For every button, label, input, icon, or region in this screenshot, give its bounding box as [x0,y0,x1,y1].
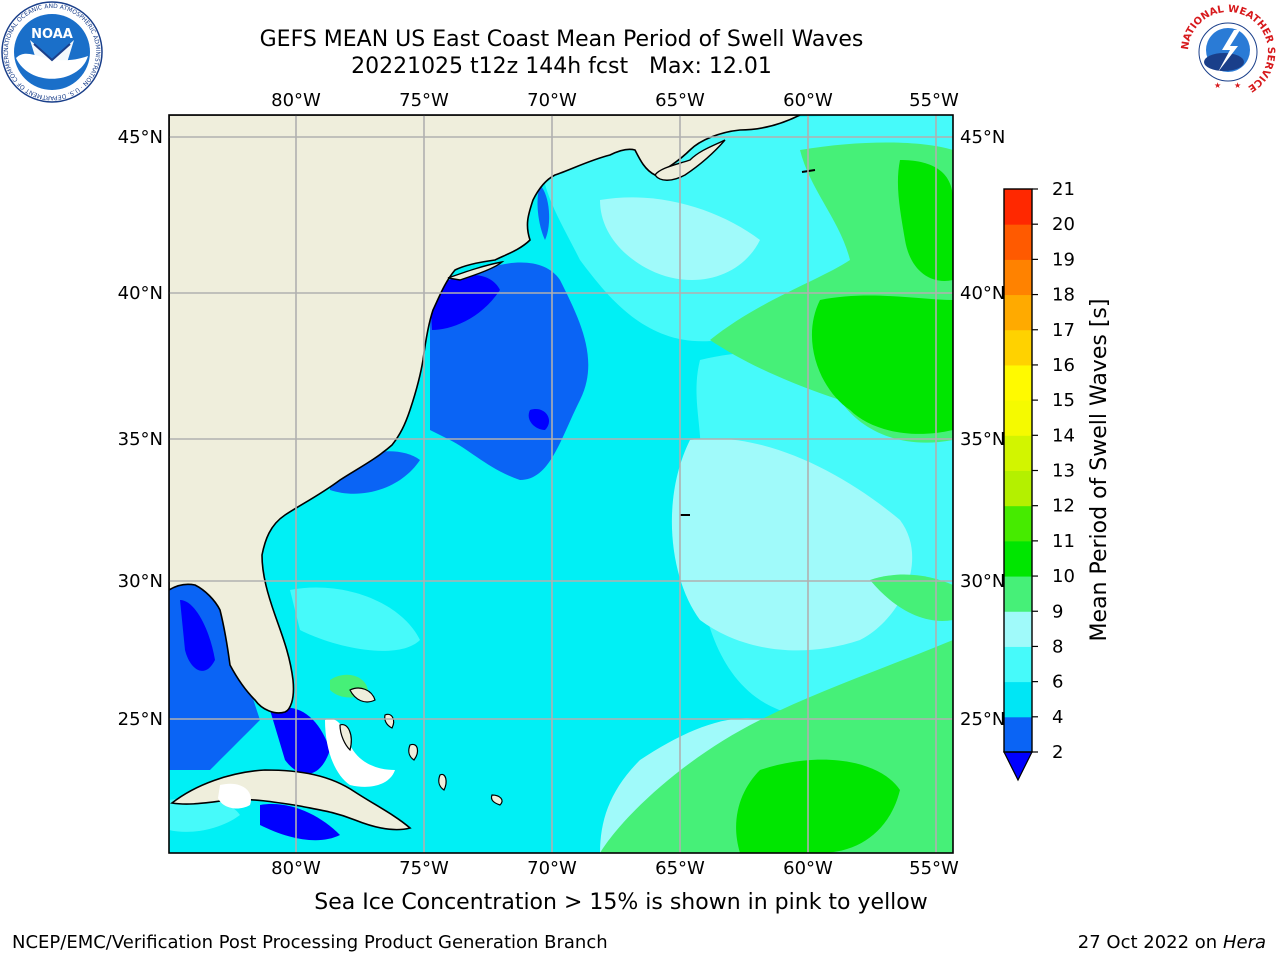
field-region [528,409,550,430]
colorbar-swatch [1004,505,1032,542]
colorbar-swatch [1004,259,1032,296]
colorbar: 2 4 6 8 9 10 11 12 13 14 15 16 17 18 19 20 21 Mean Perio… [1003,179,1112,782]
lat-label-right: 25°N [960,709,1005,730]
colorbar-tick-label: 15 [1052,390,1075,411]
colorbar-swatch [1004,716,1032,753]
lon-label-bottom: 65°W [655,858,705,879]
nws-logo-icon: NATIONAL WEATHER SERVICE ★ ★ [1178,2,1278,102]
field-region [671,438,913,651]
lat-label-left: 45°N [118,127,163,148]
lon-label-top: 65°W [655,90,705,111]
footer-date-text: 27 Oct 2022 on [1077,932,1223,953]
colorbar-tick-label: 19 [1052,249,1075,270]
lon-label-top: 80°W [271,90,321,111]
colorbar-tick-label: 14 [1052,425,1075,446]
colorbar-swatch [1004,646,1032,683]
colorbar-swatch [1004,576,1032,612]
lat-label-right: 35°N [960,429,1005,450]
colorbar-under-arrow [1003,751,1033,782]
lon-label-bottom: 80°W [271,858,321,879]
bahamas-island [408,743,419,761]
bahamas-island [438,773,447,791]
colorbar-tick-label: 21 [1052,179,1075,200]
colorbar-tick-label: 9 [1052,601,1063,622]
map-field [169,115,953,853]
colorbar-swatch [1004,364,1032,401]
colorbar-swatch [1004,470,1032,507]
field-region [169,798,240,832]
colorbar-tick-label: 12 [1052,496,1075,517]
map-frame [168,114,954,854]
colorbar-label: Mean Period of Swell Waves [s] [1087,299,1112,642]
svg-text:★: ★ [1214,81,1221,90]
chart-subtitle: 20221025 t12z 144h fcst Max: 12.01 [351,54,772,79]
colorbar-swatch [1004,400,1032,436]
sea-ice-note-text: Sea Ice Concentration > 15% is shown in … [314,890,928,915]
lat-label-left: 30°N [118,571,163,592]
lat-label-left: 40°N [118,283,163,304]
colorbar-tick-label: 8 [1052,636,1063,657]
colorbar-tick-label: 17 [1052,320,1075,341]
colorbar-swatch [1004,611,1032,647]
noaa-logo-text: NOAA [31,27,73,42]
andros-land [339,724,352,752]
lat-label-right: 45°N [960,127,1005,148]
sea-ice-note: Sea Ice Concentration > 15% is shown in … [0,890,1280,915]
colorbar-swatch [1004,681,1032,718]
long-island-land [447,260,505,281]
colorbar-tick-label: 11 [1052,531,1075,552]
colorbar-tick-label: 6 [1052,672,1063,693]
cuba-shelf [218,783,251,809]
lon-label-top: 75°W [399,90,449,111]
field-region [897,160,953,281]
colorbar-tick-label: 20 [1052,214,1075,235]
footer-machine: Hera [1222,932,1266,953]
bahamas-island [349,687,376,703]
field-region [270,707,330,774]
field-region [537,185,550,240]
footer-credit: NCEP/EMC/Verification Post Processing Pr… [12,932,608,953]
lon-label-top: 70°W [527,90,577,111]
field-region [180,600,215,671]
colorbar-swatch [1004,329,1032,366]
nova-scotia-land [654,139,726,181]
noaa-logo-icon: NATIONAL OCEANIC AND ATMOSPHERIC ADMINIS… [0,0,103,103]
colorbar-tick-label: 4 [1052,707,1063,728]
lat-label-right: 40°N [960,283,1005,304]
field-region [870,574,953,621]
colorbar-tick-label: 13 [1052,461,1075,482]
colorbar-swatch [1004,189,1032,225]
lat-label-left: 35°N [118,429,163,450]
colorbar-swatch [1004,540,1032,577]
chart-title: GEFS MEAN US East Coast Mean Period of S… [259,27,864,52]
north-america-land [169,115,801,714]
field-region [736,759,900,853]
lon-label-bottom: 60°W [783,858,833,879]
colorbar-tick-label: 18 [1052,285,1075,306]
graticule [169,115,953,853]
field-region [260,804,340,841]
field-region [811,295,953,434]
lon-label-bottom: 55°W [909,858,959,879]
lon-label-top: 55°W [909,90,959,111]
colorbar-tick-label: 2 [1052,742,1063,763]
colorbar-tick-label: 16 [1052,355,1075,376]
colorbar-tick-label: 10 [1052,566,1075,587]
colorbar-swatch [1004,294,1032,331]
svg-text:★: ★ [1234,81,1241,90]
footer-date: 27 Oct 2022 on Hera [1078,932,1266,953]
field-region [430,275,500,330]
lon-label-bottom: 70°W [527,858,577,879]
lon-label-top: 60°W [783,90,833,111]
field-region [290,587,420,651]
lon-label-bottom: 75°W [399,858,449,879]
lat-label-right: 30°N [960,571,1005,592]
turks-island [490,794,503,806]
lat-label-left: 25°N [118,709,163,730]
colorbar-swatch [1004,224,1032,260]
colorbar-swatch [1004,435,1032,471]
